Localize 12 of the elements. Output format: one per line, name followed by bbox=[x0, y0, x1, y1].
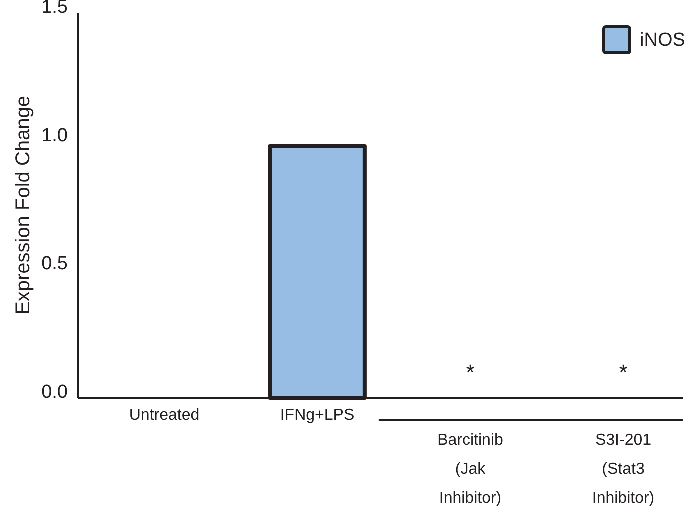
annotation: * bbox=[619, 360, 628, 385]
x-tick-label: IFNg+LPS bbox=[280, 407, 355, 424]
y-tick-label: 1.0 bbox=[42, 125, 68, 146]
y-tick-label: 0.0 bbox=[42, 382, 68, 404]
legend-label: iNOS bbox=[640, 30, 686, 52]
x-tick-label: Barcitinib (Jak Inhibitor) bbox=[438, 432, 504, 507]
x-tick-label: S3I-201 (Stat3 Inhibitor) bbox=[592, 432, 655, 507]
y-tick-label: 0.5 bbox=[42, 254, 68, 275]
y-tick-label: 1.5 bbox=[42, 0, 68, 18]
annotation: * bbox=[466, 360, 476, 385]
x-tick-label: Untreated bbox=[129, 407, 200, 424]
y-axis-title: Expression Fold Change bbox=[12, 96, 34, 316]
